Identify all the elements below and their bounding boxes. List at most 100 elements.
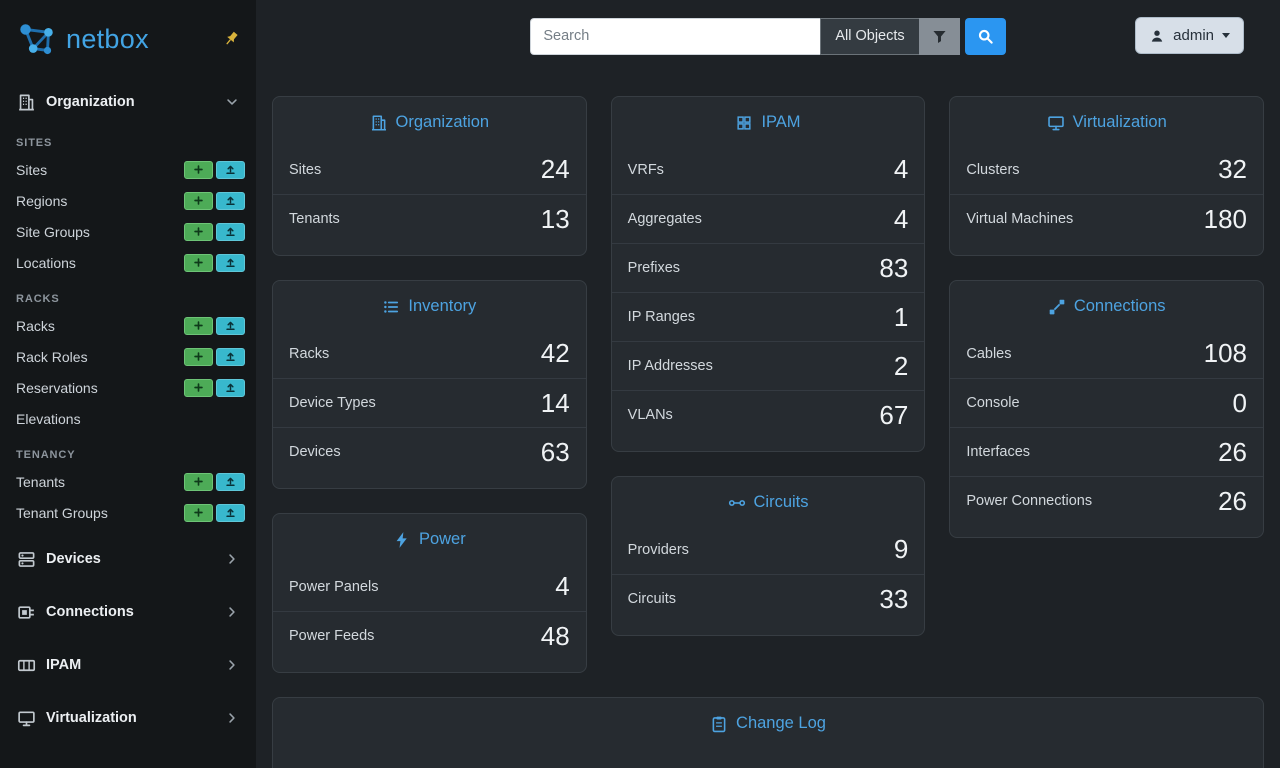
import-button[interactable] xyxy=(216,378,245,397)
add-button[interactable] xyxy=(184,253,213,272)
sidebar-group-organization[interactable]: Organization xyxy=(8,82,248,122)
stat-label-vrfs[interactable]: VRFs xyxy=(627,161,664,178)
stat-label-device-types[interactable]: Device Types xyxy=(289,395,376,411)
add-button[interactable] xyxy=(184,191,213,210)
import-button[interactable] xyxy=(216,160,245,179)
sidebar-item-label[interactable]: Locations xyxy=(16,254,76,271)
import-button[interactable] xyxy=(216,503,245,522)
stat-value-ip-addresses[interactable]: 2 xyxy=(893,350,909,381)
stat-value-clusters[interactable]: 32 xyxy=(1218,154,1248,184)
import-button[interactable] xyxy=(216,253,245,272)
sidebar-item-locations[interactable]: Locations xyxy=(0,247,256,278)
stat-label-ip-addresses[interactable]: IP Addresses xyxy=(627,358,713,374)
stat-label-aggregates[interactable]: Aggregates xyxy=(627,211,702,227)
sidebar-group-devices[interactable]: Devices xyxy=(8,537,248,581)
filter-button[interactable] xyxy=(918,17,960,55)
sidebar-item-reservations[interactable]: Reservations xyxy=(0,372,256,403)
add-button[interactable] xyxy=(184,503,213,522)
add-button[interactable] xyxy=(184,472,213,491)
sidebar-item-site-groups[interactable]: Site Groups xyxy=(0,216,256,247)
stat-value-aggregates[interactable]: 4 xyxy=(893,203,909,234)
stat-value-racks[interactable]: 42 xyxy=(540,338,570,368)
search-scope-button[interactable]: All Objects xyxy=(820,17,920,55)
stat-label-devices[interactable]: Devices xyxy=(289,444,341,460)
sidebar-item-label[interactable]: Regions xyxy=(16,192,68,209)
sidebar-group-ipam[interactable]: IPAM xyxy=(8,643,248,687)
stat-label-circuits[interactable]: Circuits xyxy=(627,591,677,607)
import-button[interactable] xyxy=(216,191,245,210)
stat-value-interfaces[interactable]: 26 xyxy=(1218,436,1248,467)
stat-label-power-feeds[interactable]: Power Feeds xyxy=(289,628,375,644)
sidebar-item-tenants[interactable]: Tenants xyxy=(0,466,256,497)
list-icon xyxy=(382,298,400,316)
search-input[interactable] xyxy=(530,17,821,55)
stat-label-interfaces[interactable]: Interfaces xyxy=(966,444,1031,460)
stat-row: IP Addresses 2 xyxy=(611,341,925,390)
add-button[interactable] xyxy=(184,378,213,397)
search-submit-button[interactable] xyxy=(964,17,1006,55)
import-button[interactable] xyxy=(216,347,245,366)
stat-label-providers[interactable]: Providers xyxy=(627,541,689,558)
sidebar-item-label[interactable]: Racks xyxy=(16,317,55,334)
sidebar-item-racks[interactable]: Racks xyxy=(0,310,256,341)
sidebar-item-rack-roles[interactable]: Rack Roles xyxy=(0,341,256,372)
stat-value-providers[interactable]: 9 xyxy=(893,534,909,564)
stat-label-virtual-machines[interactable]: Virtual Machines xyxy=(966,211,1074,227)
netbox-logo[interactable]: netbox xyxy=(16,18,149,60)
sidebar-item-label[interactable]: Sites xyxy=(16,161,48,178)
stat-value-cables[interactable]: 108 xyxy=(1203,338,1248,368)
stat-label-power-connections[interactable]: Power Connections xyxy=(966,493,1093,509)
stat-value-virtual-machines[interactable]: 180 xyxy=(1203,203,1248,234)
import-button[interactable] xyxy=(216,316,245,335)
sidebar-item-label[interactable]: Reservations xyxy=(16,379,98,396)
stat-label-prefixes[interactable]: Prefixes xyxy=(627,260,681,276)
stat-label-vlans[interactable]: VLANs xyxy=(627,407,673,423)
sidebar-item-label[interactable]: Tenant Groups xyxy=(16,504,108,521)
stat-value-device-types[interactable]: 14 xyxy=(540,387,570,418)
sidebar-group-virtualization[interactable]: Virtualization xyxy=(8,696,248,740)
sidebar-item-sites[interactable]: Sites xyxy=(0,154,256,185)
stat-label-cables[interactable]: Cables xyxy=(966,345,1012,362)
sidebar-item-regions[interactable]: Regions xyxy=(0,185,256,216)
sidebar-group-connections[interactable]: Connections xyxy=(8,590,248,634)
stat-value-power-feeds[interactable]: 48 xyxy=(540,620,570,651)
sidebar-item-elevations[interactable]: Elevations xyxy=(0,403,256,434)
stat-value-power-panels[interactable]: 4 xyxy=(555,571,570,601)
stat-label-racks[interactable]: Racks xyxy=(289,345,330,362)
import-button[interactable] xyxy=(216,222,245,241)
sidebar-item-label[interactable]: Tenants xyxy=(16,473,66,490)
sidebar-item-label[interactable]: Site Groups xyxy=(16,223,90,240)
add-button[interactable] xyxy=(184,347,213,366)
pin-sidebar-icon[interactable] xyxy=(222,30,240,48)
stat-value-vlans[interactable]: 67 xyxy=(879,399,909,430)
add-button[interactable] xyxy=(184,316,213,335)
stat-row: Aggregates 4 xyxy=(611,194,925,243)
stat-row: Virtual Machines 180 xyxy=(950,194,1264,243)
sidebar-item-tenant-groups[interactable]: Tenant Groups xyxy=(0,497,256,528)
stat-value-vrfs[interactable]: 4 xyxy=(893,154,909,184)
stat-label-tenants[interactable]: Tenants xyxy=(289,211,340,227)
import-button[interactable] xyxy=(216,472,245,491)
stat-value-tenants[interactable]: 13 xyxy=(540,203,570,234)
stat-value-console[interactable]: 0 xyxy=(1232,387,1248,418)
add-button[interactable] xyxy=(184,222,213,241)
stat-label-ip-ranges[interactable]: IP Ranges xyxy=(627,309,696,325)
stat-value-ip-ranges[interactable]: 1 xyxy=(893,301,909,332)
stat-value-circuits[interactable]: 33 xyxy=(879,583,909,614)
stat-label-power-panels[interactable]: Power Panels xyxy=(289,578,379,595)
stat-row: Power Feeds 48 xyxy=(273,611,586,660)
stat-label-console[interactable]: Console xyxy=(966,395,1020,411)
stat-label-clusters[interactable]: Clusters xyxy=(966,161,1020,178)
sidebar-item-label[interactable]: Elevations xyxy=(16,410,81,427)
stat-label-sites[interactable]: Sites xyxy=(289,161,322,178)
stat-value-sites[interactable]: 24 xyxy=(540,154,570,184)
sidebar-item-label[interactable]: Rack Roles xyxy=(16,348,88,365)
stat-value-power-connections[interactable]: 26 xyxy=(1218,485,1248,516)
sidebar-header: netbox xyxy=(0,0,256,78)
user-menu-button[interactable]: admin xyxy=(1135,17,1244,54)
chevron-right-icon xyxy=(225,605,239,619)
stat-value-prefixes[interactable]: 83 xyxy=(879,252,909,283)
add-button[interactable] xyxy=(184,160,213,179)
stat-value-devices[interactable]: 63 xyxy=(540,436,570,467)
main-content: All Objects admin Organi xyxy=(256,0,1280,768)
